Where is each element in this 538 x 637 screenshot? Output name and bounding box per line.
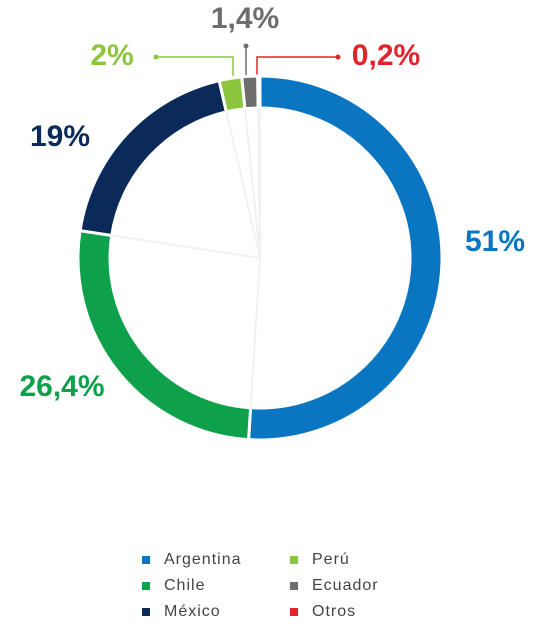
- inner-line: [257, 107, 261, 259]
- donut-segment: [256, 74, 262, 110]
- inner-line: [111, 234, 261, 259]
- leader-lines: [153, 43, 341, 76]
- leader-dot: [243, 43, 249, 49]
- inner-line: [243, 108, 261, 259]
- legend-label: Otros: [312, 603, 356, 620]
- value-label: 51%: [465, 225, 525, 258]
- donut-segment: [246, 74, 444, 442]
- value-label: 1,4%: [211, 2, 279, 35]
- value-label: 0,2%: [352, 39, 420, 72]
- value-label: 19%: [30, 120, 90, 153]
- legend-label: Argentina: [164, 551, 242, 568]
- legend-label: Chile: [164, 577, 205, 594]
- legend-swatch: [290, 608, 298, 616]
- legend-swatch: [142, 556, 150, 564]
- leader-dot: [335, 54, 341, 60]
- legend-label: México: [164, 603, 221, 620]
- inner-line: [225, 111, 261, 259]
- legend-swatch: [142, 608, 150, 616]
- legend-swatch: [142, 582, 150, 590]
- legend-label: Ecuador: [312, 577, 379, 594]
- leader-line: [256, 56, 338, 76]
- value-label: 26,4%: [19, 370, 104, 403]
- value-label: 2%: [90, 39, 133, 72]
- donut-segment: [240, 74, 260, 111]
- donut-segment: [76, 228, 253, 442]
- legend-label: Perú: [312, 551, 350, 568]
- donut-segment: [78, 78, 229, 238]
- leader-line: [156, 56, 234, 76]
- leader-dot: [153, 54, 159, 60]
- inner-line: [249, 257, 261, 408]
- legend-swatch: [290, 582, 298, 590]
- legend-swatch: [290, 556, 298, 564]
